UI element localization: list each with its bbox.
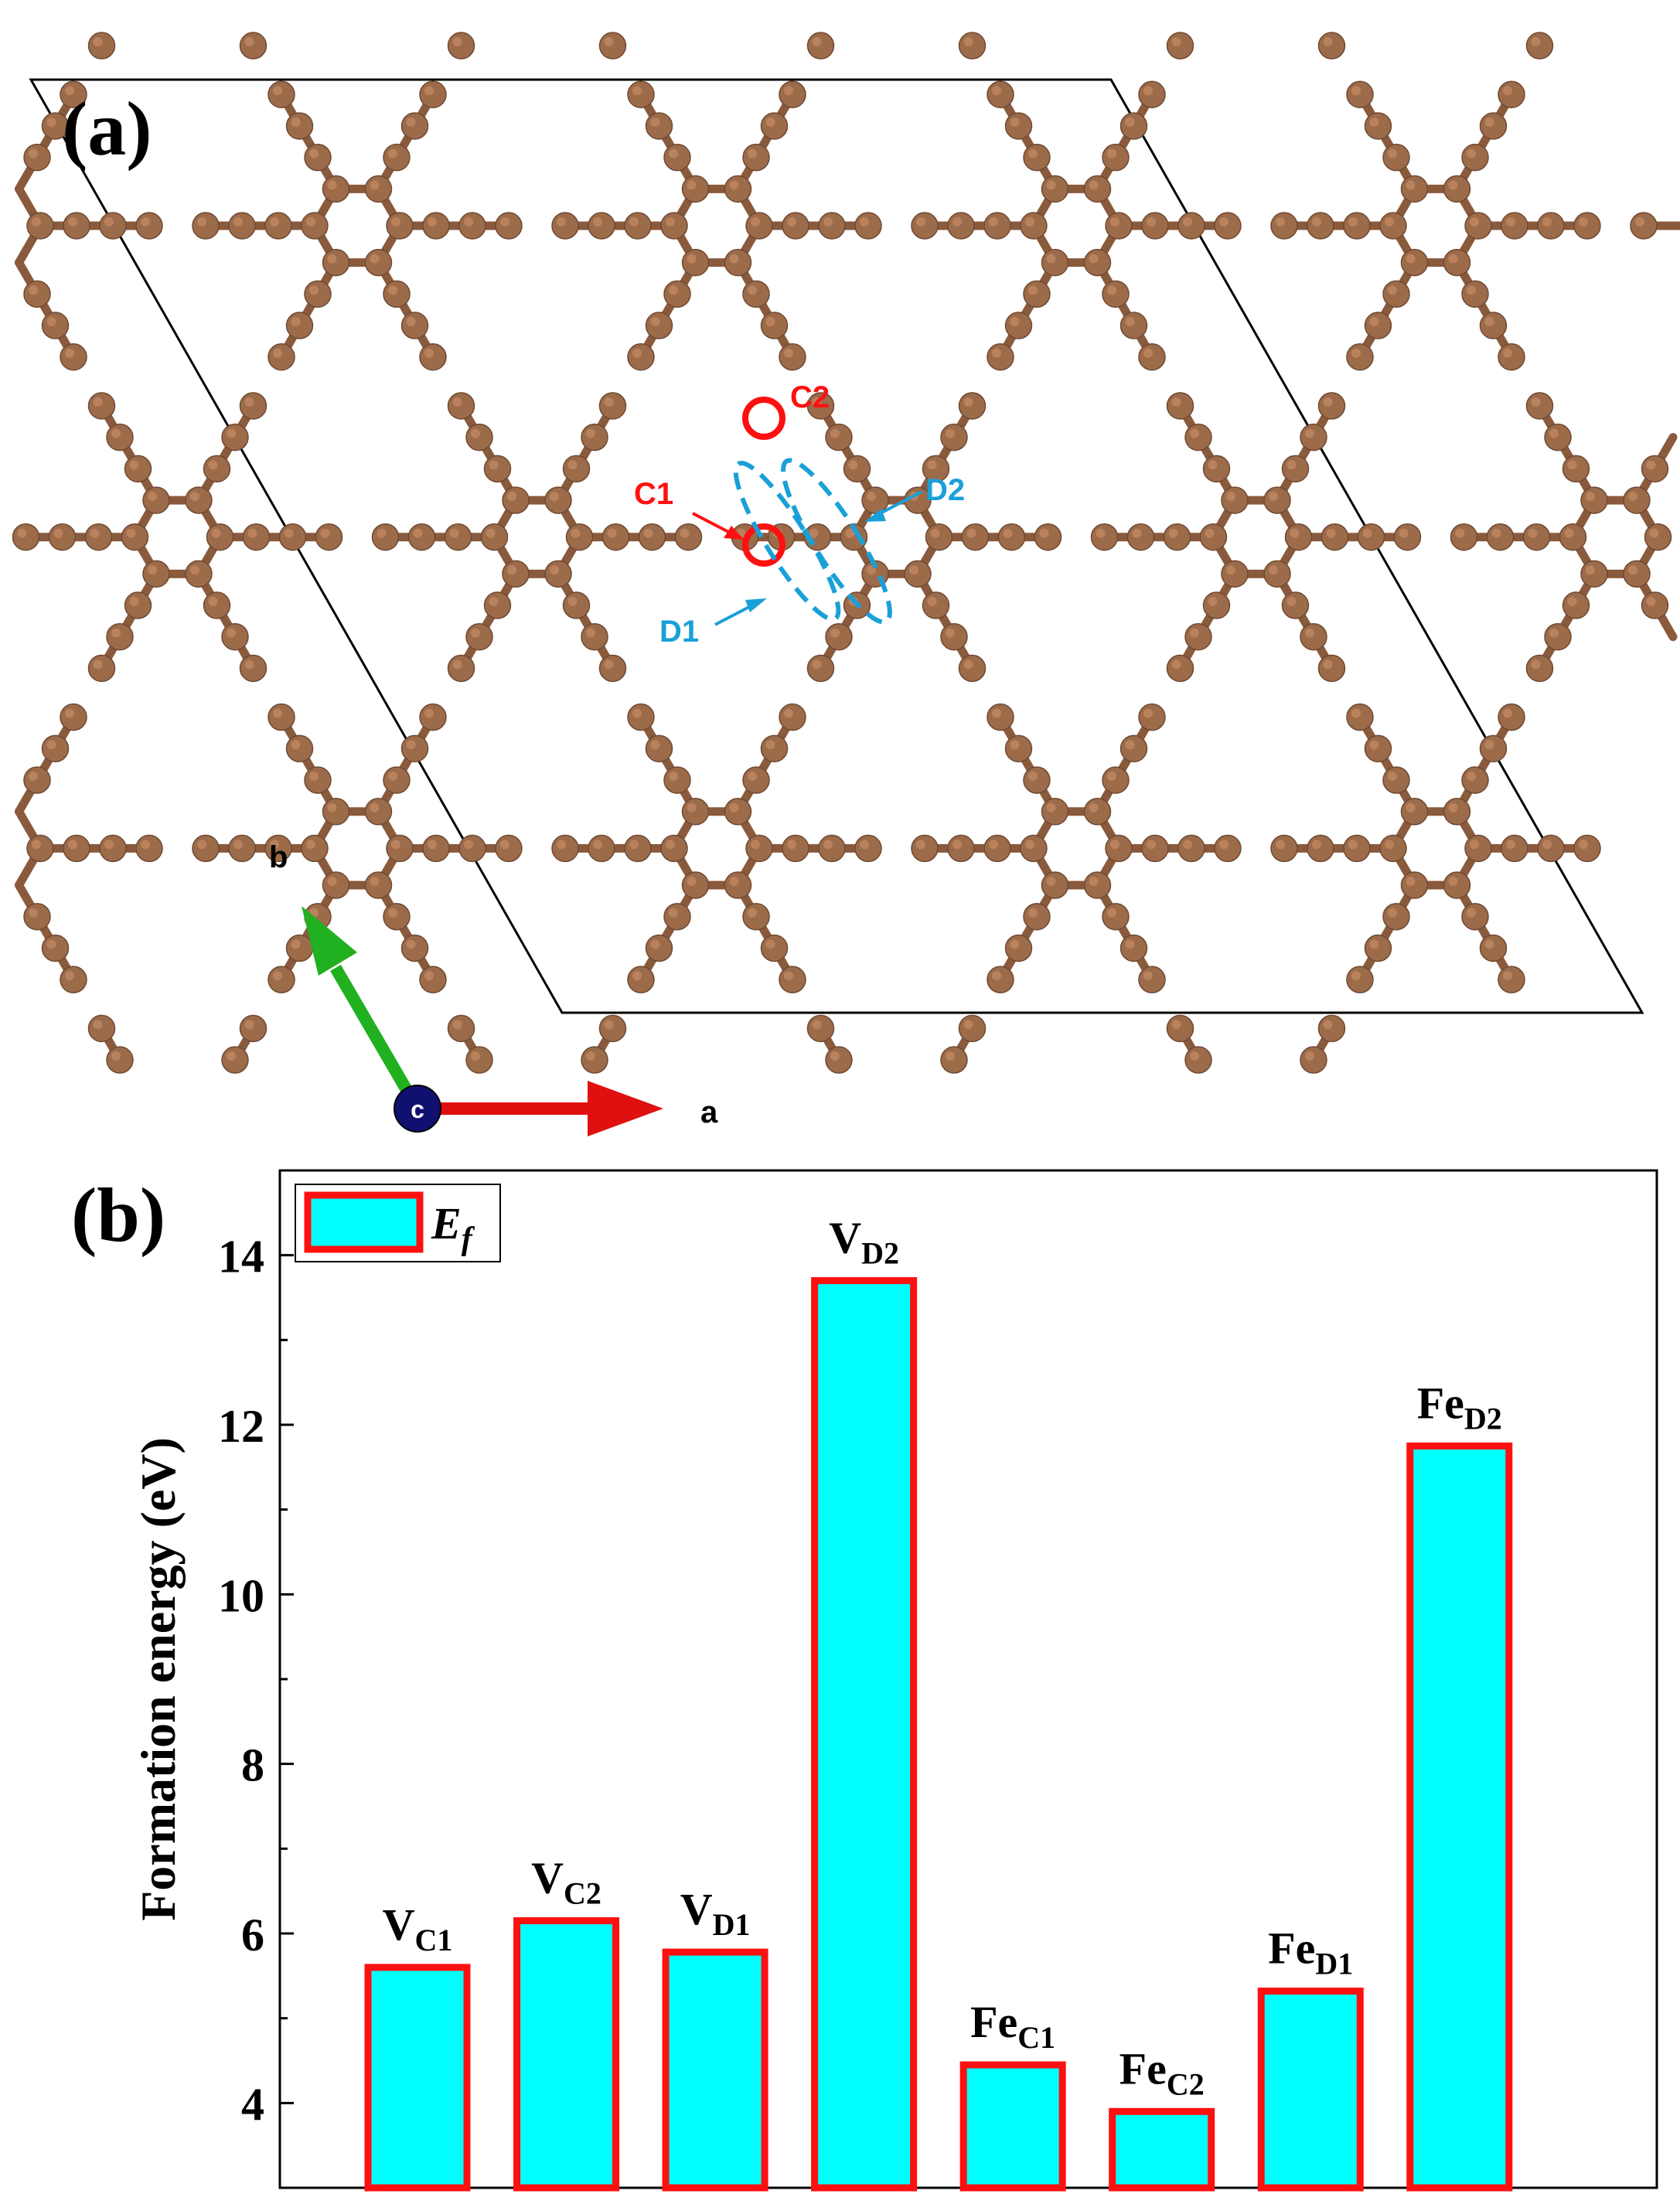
bond-layer (15, 90, 1680, 1065)
y-tick-label: 8 (241, 1740, 264, 1791)
axis-b-arrow (302, 906, 357, 976)
panel-b-chart: (b) 4 6 8 10 12 14 VC1 VC2 VD1 VD2 FeC1 FeC2 FeD1 FeD… (71, 1169, 1658, 2192)
y-tick-label: 6 (241, 1910, 264, 1961)
y-tick-label: 10 (218, 1570, 264, 1621)
bar-label: FeC2 (1119, 2043, 1205, 2101)
legend-swatch (304, 1191, 424, 1253)
axis-c-label: c (411, 1095, 424, 1123)
legend: Ef (295, 1184, 501, 1262)
bar-label: VD2 (829, 1213, 899, 1271)
bar (1109, 2107, 1215, 2192)
bar (1406, 1442, 1513, 2192)
atom-layer (12, 32, 1672, 1074)
bar (662, 1948, 768, 2192)
bar (513, 1917, 620, 2192)
bar-label: FeC1 (970, 1997, 1055, 2055)
site-markers: C2 C1 D2 D1 (634, 380, 965, 649)
site-label-d1: D1 (659, 615, 699, 649)
panel-b-label: (b) (71, 1172, 165, 1258)
panel-a-structure: C2 C1 D2 D1 a b c (a) (12, 32, 1680, 1136)
y-axis-label: Formation energy (eV) (131, 1437, 186, 1921)
bar-label: FeD2 (1417, 1378, 1502, 1436)
y-tick-label: 14 (218, 1232, 264, 1283)
axis-a-label: a (700, 1095, 718, 1129)
plot-area: 4 6 8 10 12 14 VC1 VC2 VD1 VD2 FeC1 FeC2 FeD1 FeD2 Ef (218, 1169, 1658, 2192)
axis-b-label: b (269, 840, 288, 874)
axes-indicator: a b c (269, 840, 718, 1136)
bar-label: VC2 (531, 1853, 601, 1911)
site-label-c2: C2 (790, 380, 830, 414)
site-label-d2: D2 (925, 473, 965, 507)
bar-label: VC1 (383, 1899, 453, 1957)
y-tick-label: 4 (241, 2079, 264, 2130)
legend-label: Ef (431, 1198, 475, 1257)
panel-a-label: (a) (62, 86, 152, 172)
site-label-c1: C1 (634, 477, 673, 511)
y-tick-label: 12 (218, 1401, 264, 1452)
unit-cell-outline (29, 78, 1644, 1014)
bar (811, 1277, 918, 2192)
bar (959, 2061, 1066, 2192)
bar (364, 1964, 471, 2192)
bar-label: VD1 (680, 1884, 751, 1942)
bar-label: FeD1 (1268, 1923, 1353, 1981)
bar (1257, 1988, 1364, 2192)
axis-a-arrow (588, 1081, 663, 1136)
